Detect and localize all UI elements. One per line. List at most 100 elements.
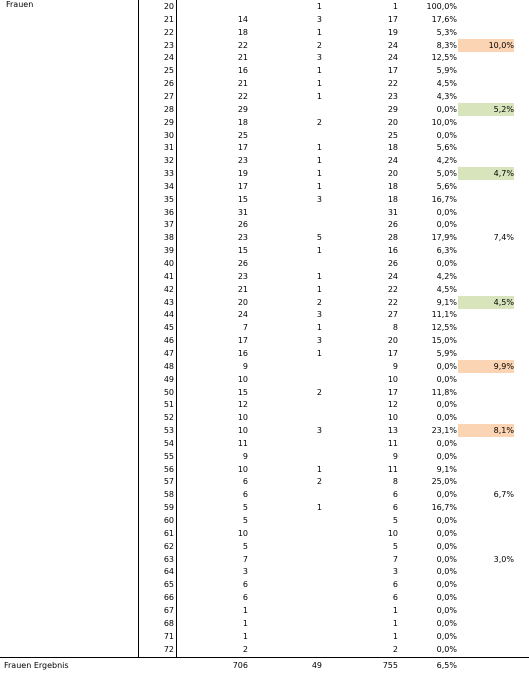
highlight-cell[interactable] xyxy=(458,13,514,26)
cell-a[interactable]: 9 xyxy=(242,451,248,461)
cell-a[interactable]: 12 xyxy=(237,400,248,410)
cell-a[interactable]: 6 xyxy=(242,477,248,487)
cell-a[interactable]: 31 xyxy=(237,207,248,217)
week-cell[interactable]: 67 xyxy=(163,605,174,615)
pct-cell[interactable]: 17,6% xyxy=(431,14,457,24)
cell-b[interactable] xyxy=(252,630,322,643)
week-cell[interactable]: 36 xyxy=(163,207,174,217)
cell-a[interactable]: 6 xyxy=(242,580,248,590)
week-cell[interactable]: 33 xyxy=(163,169,174,179)
highlight-cell[interactable] xyxy=(458,514,514,527)
cell-c[interactable]: 22 xyxy=(387,79,398,89)
pct-cell[interactable]: 0,0% xyxy=(436,631,457,641)
cell-b[interactable]: 1 xyxy=(316,169,322,179)
week-cell[interactable]: 43 xyxy=(163,297,174,307)
highlight-cell[interactable] xyxy=(458,373,514,386)
cell-c[interactable]: 17 xyxy=(387,66,398,76)
highlight-cell[interactable] xyxy=(458,141,514,154)
highlight-cell[interactable] xyxy=(458,51,514,64)
pct-cell[interactable]: 5,0% xyxy=(436,169,457,179)
highlight-cell[interactable] xyxy=(458,591,514,604)
cell-c[interactable]: 24 xyxy=(387,40,398,50)
week-cell[interactable]: 27 xyxy=(163,91,174,101)
highlight-cell[interactable] xyxy=(458,218,514,231)
cell-b[interactable]: 1 xyxy=(316,464,322,474)
pct-cell[interactable]: 0,0% xyxy=(436,528,457,538)
highlight-cell[interactable] xyxy=(458,308,514,321)
week-cell[interactable]: 42 xyxy=(163,284,174,294)
pct-cell[interactable]: 0,0% xyxy=(436,490,457,500)
cell-c[interactable]: 18 xyxy=(387,143,398,153)
pct-cell[interactable]: 23,1% xyxy=(431,426,457,436)
cell-a[interactable]: 10 xyxy=(237,413,248,423)
cell-b[interactable]: 3 xyxy=(316,426,322,436)
cell-c[interactable]: 18 xyxy=(387,181,398,191)
total-cell-b[interactable]: 49 xyxy=(311,661,322,670)
highlight-cell[interactable] xyxy=(458,643,514,656)
week-cell[interactable]: 55 xyxy=(163,451,174,461)
cell-c[interactable]: 1 xyxy=(392,605,398,615)
week-cell[interactable]: 25 xyxy=(163,66,174,76)
total-cell-c[interactable]: 755 xyxy=(382,661,398,670)
cell-a[interactable]: 16 xyxy=(237,66,248,76)
cell-b[interactable]: 3 xyxy=(316,53,322,63)
cell-a[interactable]: 26 xyxy=(237,220,248,230)
cell-c[interactable]: 2 xyxy=(392,644,398,654)
week-cell[interactable]: 54 xyxy=(163,438,174,448)
total-label[interactable]: Frauen Ergebnis xyxy=(4,661,69,670)
cell-a[interactable]: 1 xyxy=(242,618,248,628)
cell-a[interactable]: 3 xyxy=(242,567,248,577)
cell-c[interactable]: 13 xyxy=(387,426,398,436)
cell-a[interactable]: 15 xyxy=(237,387,248,397)
week-cell[interactable]: 29 xyxy=(163,117,174,127)
cell-c[interactable]: 28 xyxy=(387,233,398,243)
week-cell[interactable]: 51 xyxy=(163,400,174,410)
week-cell[interactable]: 24 xyxy=(163,53,174,63)
highlight-cell[interactable] xyxy=(458,398,514,411)
cell-c[interactable]: 24 xyxy=(387,156,398,166)
week-cell[interactable]: 47 xyxy=(163,348,174,358)
pct-cell[interactable]: 0,0% xyxy=(436,361,457,371)
cell-c[interactable]: 7 xyxy=(392,554,398,564)
week-cell[interactable]: 41 xyxy=(163,271,174,281)
week-cell[interactable]: 58 xyxy=(163,490,174,500)
cell-a[interactable]: 9 xyxy=(242,361,248,371)
cell-b[interactable] xyxy=(252,527,322,540)
pct-cell[interactable]: 12,5% xyxy=(431,323,457,333)
highlight-cell[interactable] xyxy=(458,64,514,77)
pct-cell[interactable]: 0,0% xyxy=(436,644,457,654)
cell-a[interactable]: 29 xyxy=(237,104,248,114)
week-cell[interactable]: 52 xyxy=(163,413,174,423)
week-cell[interactable]: 26 xyxy=(163,79,174,89)
cell-b[interactable]: 2 xyxy=(316,40,322,50)
pct-cell[interactable]: 0,0% xyxy=(436,438,457,448)
week-cell[interactable]: 38 xyxy=(163,233,174,243)
cell-b[interactable] xyxy=(252,398,322,411)
cell-c[interactable]: 6 xyxy=(392,580,398,590)
highlight-cell[interactable] xyxy=(458,386,514,399)
cell-a[interactable]: 26 xyxy=(237,259,248,268)
pct-cell[interactable]: 4,3% xyxy=(436,91,457,101)
cell-a[interactable]: 20 xyxy=(237,297,248,307)
pct-cell[interactable]: 0,0% xyxy=(436,374,457,384)
week-cell[interactable]: 60 xyxy=(163,516,174,525)
group-label[interactable]: Frauen xyxy=(6,0,34,9)
highlight-cell[interactable] xyxy=(458,321,514,334)
cell-c[interactable]: 24 xyxy=(387,53,398,63)
cell-b[interactable]: 2 xyxy=(316,387,322,397)
cell-a[interactable]: 1 xyxy=(242,605,248,615)
cell-b[interactable]: 3 xyxy=(316,14,322,24)
cell-a[interactable]: 7 xyxy=(242,554,248,564)
cell-b[interactable] xyxy=(252,604,322,617)
cell-c[interactable]: 11 xyxy=(387,438,398,448)
highlight-cell[interactable] xyxy=(458,475,514,488)
cell-c[interactable]: 1 xyxy=(392,631,398,641)
pct-cell[interactable]: 9,1% xyxy=(436,297,457,307)
pct-cell[interactable]: 0,0% xyxy=(436,605,457,615)
pct-cell[interactable]: 4,2% xyxy=(436,271,457,281)
highlight-cell[interactable]: 4,7% xyxy=(458,167,514,181)
week-cell[interactable]: 21 xyxy=(163,14,174,24)
pct-cell[interactable]: 0,0% xyxy=(436,104,457,114)
week-cell[interactable]: 20 xyxy=(163,2,174,11)
pct-cell[interactable]: 6,3% xyxy=(436,246,457,256)
